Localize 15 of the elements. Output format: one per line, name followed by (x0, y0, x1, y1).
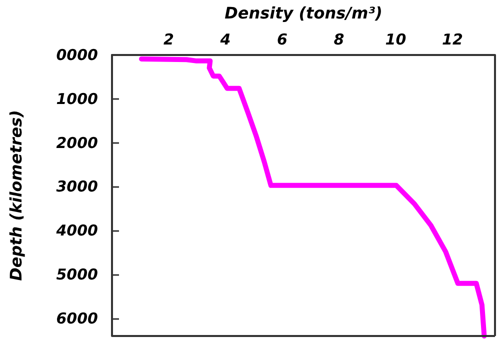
y-tick-label: 4000 (55, 222, 98, 240)
x-tick-label: 4 (219, 30, 231, 48)
x-tick-label: 6 (277, 30, 288, 48)
y-tick-label: 3000 (56, 178, 98, 196)
y-tick-label: 1000 (56, 90, 98, 108)
y-tick-label: 6000 (56, 309, 98, 328)
y-tick-label: 0000 (56, 46, 98, 64)
y-axis-title: Depth (kilometres) (6, 110, 26, 281)
x-tick-label: 2 (164, 30, 174, 48)
y-tick-label: 5000 (56, 266, 98, 284)
x-tick-label: 10 (385, 30, 406, 48)
y-tick-label: 2000 (56, 134, 98, 152)
x-axis-title: Density (tons/m³) (224, 4, 382, 22)
x-tick-label: 12 (442, 30, 463, 48)
x-tick-label: 8 (334, 30, 344, 48)
